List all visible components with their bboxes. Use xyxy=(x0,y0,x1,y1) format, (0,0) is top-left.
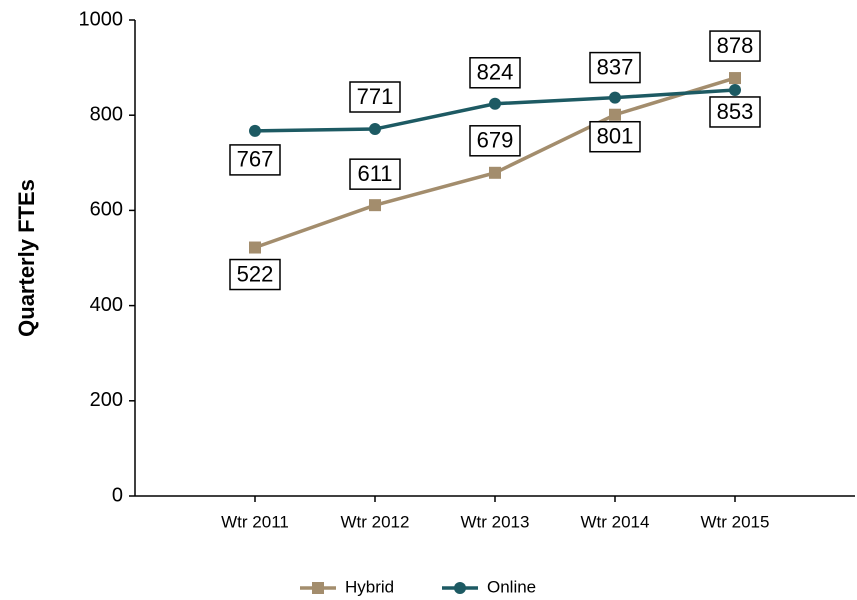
data-label-box xyxy=(229,258,281,291)
y-tick-label: 600 xyxy=(90,199,123,221)
data-label-box xyxy=(469,125,521,157)
data-label: 522 xyxy=(237,261,274,286)
x-tick-label: Wtr 2015 xyxy=(701,512,770,531)
data-label: 611 xyxy=(357,161,392,186)
data-label: 824 xyxy=(477,60,514,85)
data-label: 878 xyxy=(717,33,754,58)
data-label-box xyxy=(469,57,521,89)
series-line xyxy=(254,88,736,133)
data-label: 853 xyxy=(717,99,754,124)
marker xyxy=(489,97,501,110)
legend-label: Hybrid xyxy=(345,577,394,596)
legend-marker xyxy=(454,582,466,594)
marker xyxy=(609,91,621,104)
data-label: 837 xyxy=(597,54,634,79)
data-label: 679 xyxy=(477,128,514,153)
data-label-box xyxy=(349,158,401,190)
legend-label: Online xyxy=(487,577,536,596)
data-label-box xyxy=(349,81,401,113)
marker xyxy=(369,123,381,136)
marker xyxy=(369,199,381,212)
y-tick-label: 400 xyxy=(90,294,123,316)
data-label-box xyxy=(229,144,281,176)
data-label-box xyxy=(589,120,641,153)
x-tick-label: Wtr 2012 xyxy=(341,512,410,531)
x-tick-label: Wtr 2011 xyxy=(221,512,289,531)
y-axis-title: Quarterly FTEs xyxy=(14,179,39,337)
y-tick-label: 200 xyxy=(90,389,123,411)
y-tick-label: 800 xyxy=(90,103,123,125)
x-tick-label: Wtr 2014 xyxy=(581,512,650,531)
marker xyxy=(489,166,501,179)
y-tick-label: 1000 xyxy=(79,8,124,30)
data-label-box xyxy=(709,30,761,62)
marker xyxy=(729,72,741,85)
data-label-box xyxy=(709,96,761,128)
data-label: 771 xyxy=(357,84,394,109)
data-label-box xyxy=(589,51,641,84)
x-tick-label: Wtr 2013 xyxy=(461,512,530,531)
marker xyxy=(249,124,261,137)
marker xyxy=(609,108,621,121)
data-label: 801 xyxy=(597,124,634,149)
legend-marker xyxy=(312,582,324,594)
marker xyxy=(249,241,261,254)
marker xyxy=(729,83,741,96)
data-label: 767 xyxy=(237,147,274,172)
y-tick-label: 0 xyxy=(112,484,123,506)
